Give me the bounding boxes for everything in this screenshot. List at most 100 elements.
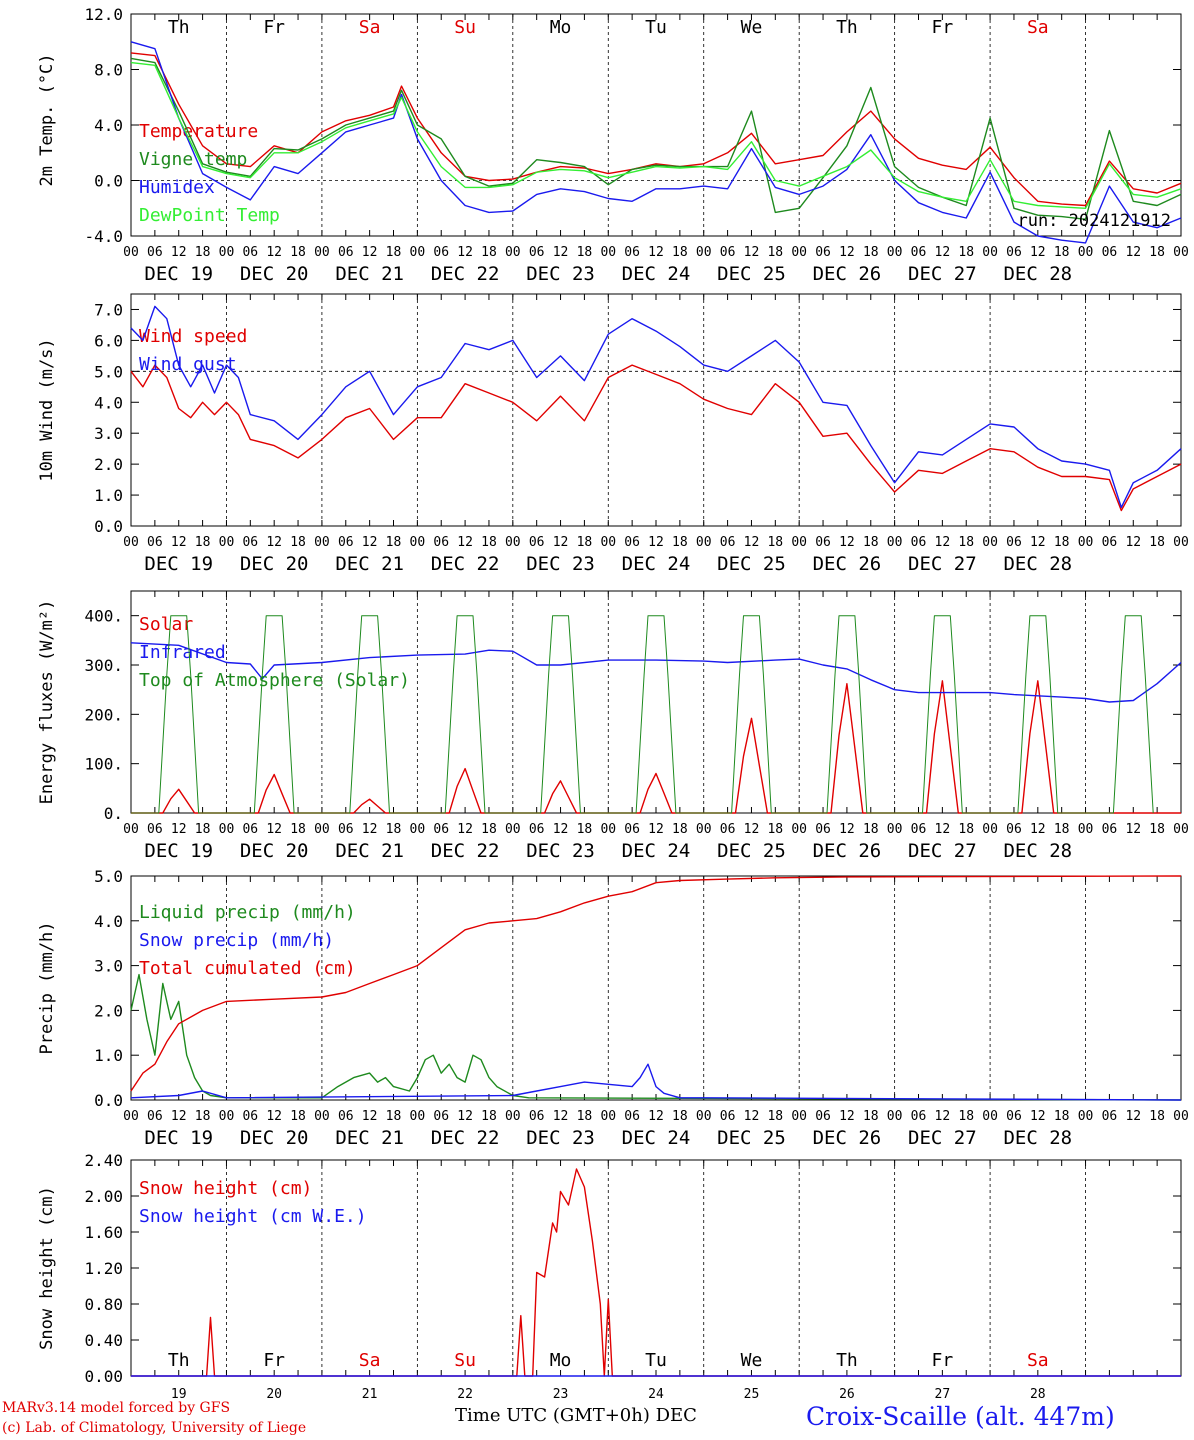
x-hour-label: 12 [171,822,187,837]
x-date-label: DEC 23 [526,553,595,575]
x-hour-label: 12 [648,1109,664,1124]
x-hour-label: 00 [219,822,235,837]
weekday-label: We [741,1350,763,1371]
x-hour-label: 00 [696,535,712,550]
x-hour-label: 06 [720,822,736,837]
x-hour-label: 12 [1030,822,1046,837]
x-date-label: DEC 28 [1003,263,1072,285]
x-hour-label: 18 [481,822,497,837]
panel-frame [130,590,1182,814]
x-hour-label: 00 [982,1109,998,1124]
x-hour-label: 12 [1125,822,1141,837]
x-hour-label: 12 [457,822,473,837]
x-hour-label: 00 [410,1109,426,1124]
x-date-label: DEC 26 [813,553,882,575]
x-hour-label: 06 [624,245,640,260]
x-hour-label: 18 [481,1109,497,1124]
x-hour-label: 12 [553,535,569,550]
x-hour-label: 18 [863,535,879,550]
x-date-label: DEC 21 [335,553,404,575]
series-wind-gust-line [130,305,1182,509]
x-hour-label: 18 [863,245,879,260]
weekday-label: Fr [932,1350,954,1371]
legend-series-top-of-atmosphere-solar: Top of Atmosphere (Solar) [139,670,410,691]
x-hour-label: 06 [529,245,545,260]
x-hour-label: 12 [171,245,187,260]
time-axis-label: Time UTC (GMT+0h) DEC [455,1405,697,1426]
x-hour-label: 18 [1149,535,1165,550]
y-axis-label: Energy fluxes (W/m²) [37,600,57,805]
x-hour-label: 18 [1054,245,1070,260]
x-hour-label: 06 [624,822,640,837]
x-hour-label: 18 [577,1109,593,1124]
x-hour-label: 06 [529,822,545,837]
x-hour-label: 00 [1173,822,1189,837]
x-date-label: DEC 28 [1003,553,1072,575]
x-date-label: DEC 24 [622,1127,691,1149]
x-hour-label: 18 [386,245,402,260]
x-hour-label: 00 [791,822,807,837]
x-hour-label: 00 [600,535,616,550]
x-hour-label: 06 [529,535,545,550]
x-hour-label: 18 [386,822,402,837]
x-hour-label: 00 [505,535,521,550]
legend-series-vigne-temp: Vigne temp [139,149,247,170]
y-tick-label: 4.0 [94,116,123,135]
x-hour-label: 18 [577,535,593,550]
x-hour-label: 00 [982,822,998,837]
x-date-label: DEC 26 [813,1127,882,1149]
x-hour-label: 00 [791,1109,807,1124]
y-tick-label: 1.20 [84,1259,123,1278]
x-date-label: DEC 19 [144,1127,213,1149]
x-hour-label: 12 [1125,535,1141,550]
x-hour-label: 00 [982,245,998,260]
x-hour-label: 00 [314,245,330,260]
y-tick-label: 8.0 [94,61,123,80]
x-hour-label: 00 [1078,1109,1094,1124]
y-tick-label: 0. [104,804,123,823]
x-hour-label: 12 [744,822,760,837]
x-hour-label: 12 [457,245,473,260]
x-date-label: DEC 19 [144,840,213,862]
y-tick-label: 1.0 [94,486,123,505]
x-hour-label: 18 [195,535,211,550]
panel-frame [130,293,1182,527]
x-hour-label: 18 [672,822,688,837]
y-axis-label: Snow height (cm) [37,1186,57,1350]
x-hour-label: 12 [266,535,282,550]
x-hour-label: 12 [744,245,760,260]
x-date-label: DEC 25 [717,553,786,575]
x-hour-label: 00 [791,535,807,550]
weekday-label: Fr [263,1350,285,1371]
x-hour-label: 00 [982,535,998,550]
x-date-label: DEC 20 [240,553,309,575]
x-date-label: DEC 22 [431,553,500,575]
x-hour-label: 06 [338,1109,354,1124]
x-hour-label: 18 [767,822,783,837]
x-hour-label: 12 [839,245,855,260]
legend-series-solar: Solar [139,614,193,635]
weekday-label: We [741,17,763,38]
x-hour-label: 18 [1149,822,1165,837]
weekday-label: Su [454,17,476,38]
x-hour-label: 18 [195,245,211,260]
x-hour-label: 06 [242,535,258,550]
x-date-label: DEC 24 [622,840,691,862]
x-hour-label: 00 [123,1109,139,1124]
weekday-label: Mo [550,1350,572,1371]
x-hour-label: 06 [1006,245,1022,260]
series-solar-line [131,680,1181,814]
series-temperature-line [130,52,1182,207]
x-hour-label: 00 [410,535,426,550]
weekday-label: Sa [359,1350,381,1371]
series-snow-height-cm-line [131,1168,1181,1377]
x-hour-label: 18 [386,1109,402,1124]
legend-series-humidex: Humidex [139,177,215,198]
x-date-label: DEC 25 [717,1127,786,1149]
x-date-label: DEC 27 [908,553,977,575]
x-hour-label: 00 [887,245,903,260]
x-hour-label: 12 [266,822,282,837]
x-date-label: DEC 22 [431,263,500,285]
y-tick-label: 3.0 [94,957,123,976]
